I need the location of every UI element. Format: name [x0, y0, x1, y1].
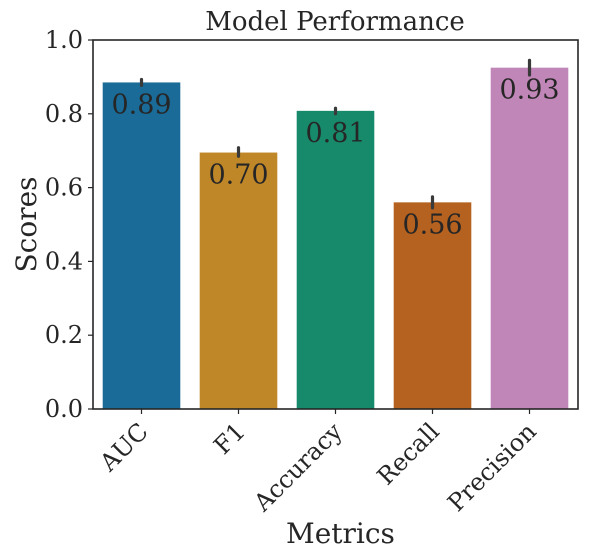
value-label-precision: 0.93	[499, 75, 559, 106]
y-tick-label-4: 0.8	[45, 100, 83, 128]
x-tick-label-precision: Precision	[442, 417, 542, 517]
chart-title: Model Performance	[205, 7, 465, 37]
value-label-f1: 0.70	[208, 160, 268, 191]
y-tick-label-5: 1.0	[45, 26, 83, 54]
y-tick-label-3: 0.6	[45, 174, 83, 202]
x-axis-label: Metrics	[286, 517, 395, 550]
y-tick-label-2: 0.4	[45, 247, 83, 275]
bar-auc	[102, 82, 181, 409]
plot-frame	[92, 39, 579, 410]
value-label-recall: 0.56	[402, 209, 462, 240]
x-tick-label-accuracy: Accuracy	[248, 417, 348, 517]
bar-f1	[199, 152, 278, 410]
x-tick-label-auc: AUC	[94, 417, 154, 477]
bar-accuracy	[296, 110, 375, 410]
bar-recall	[393, 202, 472, 409]
value-label-accuracy: 0.81	[305, 118, 365, 149]
bars-layer	[102, 67, 569, 410]
y-axis-label: Scores	[10, 176, 43, 272]
bar-precision	[490, 67, 569, 410]
value-labels-layer: 0.89 0.70 0.81 0.56 0.93	[111, 75, 559, 241]
y-tick-label-0: 0.0	[45, 395, 83, 423]
error-bars-layer	[139, 58, 532, 210]
x-tick-label-recall: Recall	[372, 417, 445, 490]
x-tick-label-f1: F1	[208, 417, 250, 459]
y-tick-label-1: 0.2	[45, 321, 83, 349]
value-label-auc: 0.89	[111, 89, 171, 120]
y-axis: 0.0 0.2 0.4 0.6 0.8 1.0	[45, 26, 93, 423]
